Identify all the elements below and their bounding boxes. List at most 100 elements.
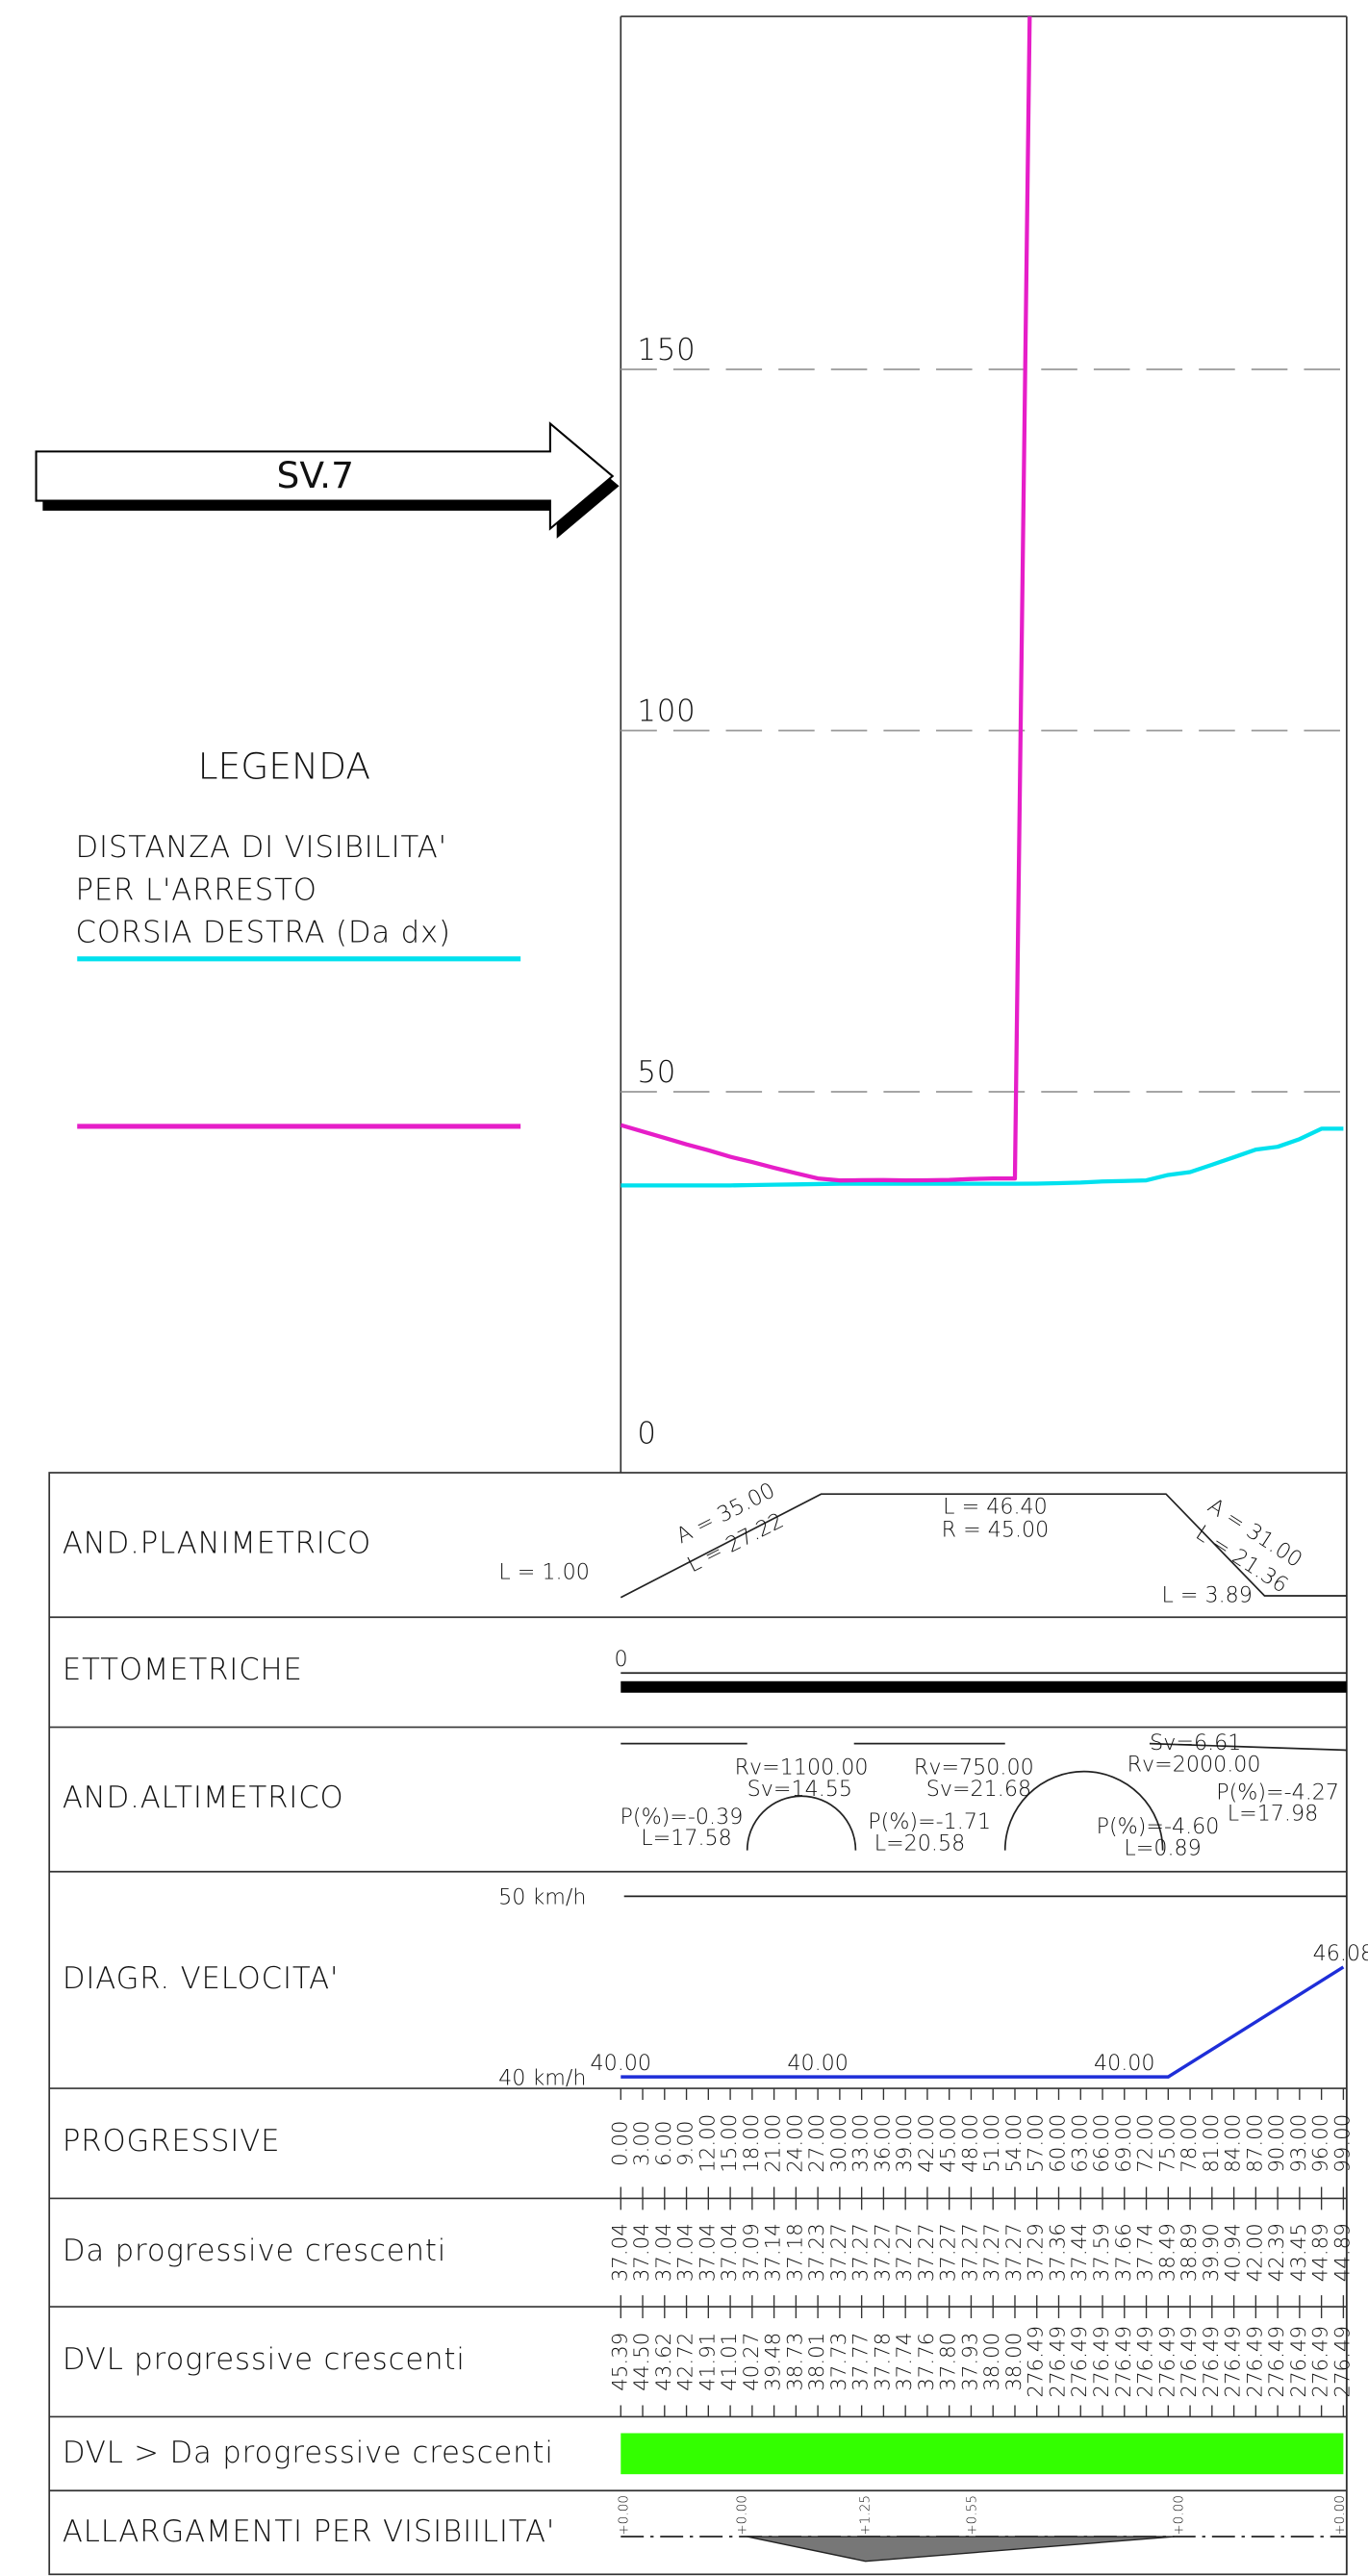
altimetric-text: P(%)=-4.60 bbox=[1097, 1814, 1220, 1839]
altimetric-text: Sv=21.68 bbox=[926, 1777, 1031, 1802]
column-value: 276.49 bbox=[1090, 2326, 1114, 2398]
column-value: 37.76 bbox=[915, 2333, 939, 2391]
column-value: 45.00 bbox=[937, 2114, 961, 2173]
y-tick-label: 50 km/h bbox=[498, 1885, 586, 1910]
column-value: 38.89 bbox=[1178, 2223, 1202, 2282]
column-value: 60.00 bbox=[1046, 2114, 1070, 2173]
column-value: 37.04 bbox=[608, 2223, 632, 2282]
column-value: 75.00 bbox=[1155, 2114, 1179, 2173]
column-value: 24.00 bbox=[783, 2114, 807, 2173]
row-label: DVL progressive crescenti bbox=[63, 2342, 466, 2377]
grade-line bbox=[1149, 1742, 1347, 1752]
column-value: 66.00 bbox=[1090, 2114, 1114, 2173]
column-value: 33.00 bbox=[849, 2114, 874, 2173]
column-value: 41.91 bbox=[696, 2333, 720, 2391]
column-value: 42.00 bbox=[1243, 2223, 1267, 2282]
column-value: 44.89 bbox=[1330, 2223, 1355, 2282]
column-value: 276.49 bbox=[1309, 2326, 1333, 2398]
column-value: 37.27 bbox=[893, 2223, 917, 2282]
column-value: 37.93 bbox=[958, 2333, 982, 2391]
column-value: 276.49 bbox=[1178, 2326, 1202, 2398]
column-value: 90.00 bbox=[1265, 2114, 1289, 2173]
value-label: 46.08 bbox=[1313, 1941, 1368, 1966]
row-label: PROGRESSIVE bbox=[63, 2124, 281, 2159]
widening-text: +0.00 bbox=[1172, 2495, 1187, 2536]
column-value: 38.73 bbox=[783, 2333, 807, 2391]
column-value: 54.00 bbox=[1002, 2114, 1026, 2173]
column-value: 39.90 bbox=[1200, 2223, 1224, 2282]
vertical-curve bbox=[746, 1795, 857, 1851]
column-value: 37.74 bbox=[893, 2333, 917, 2391]
column-value: 276.49 bbox=[1287, 2326, 1311, 2398]
column-value: 37.04 bbox=[696, 2223, 720, 2282]
series-line bbox=[621, 1965, 1345, 2079]
column-value: 84.00 bbox=[1222, 2114, 1246, 2173]
column-value: 37.04 bbox=[674, 2223, 698, 2282]
legend-line: CORSIA DESTRA (Da dx) bbox=[76, 916, 451, 950]
column-value: 57.00 bbox=[1025, 2114, 1049, 2173]
column-value: 99.00 bbox=[1330, 2114, 1355, 2173]
plan-alignment bbox=[620, 1493, 1347, 1599]
row-label: ETTOMETRICHE bbox=[63, 1653, 303, 1687]
column-value: 87.00 bbox=[1243, 2114, 1267, 2173]
widening-text: +0.00 bbox=[735, 2495, 750, 2536]
column-value: 276.49 bbox=[1046, 2326, 1070, 2398]
column-value: 37.80 bbox=[937, 2333, 961, 2391]
altimetric-text: L=20.58 bbox=[874, 1831, 965, 1856]
altimetric-text: Rv=2000.00 bbox=[1127, 1752, 1261, 1777]
y-tick-label: 40 km/h bbox=[498, 2065, 586, 2090]
column-value: 37.23 bbox=[805, 2223, 829, 2282]
column-value: 37.27 bbox=[849, 2223, 874, 2282]
column-value: 44.89 bbox=[1309, 2223, 1333, 2282]
column-value: 37.27 bbox=[871, 2223, 895, 2282]
row-label: AND.ALTIMETRICO bbox=[63, 1780, 344, 1815]
y-tick-label: 100 bbox=[637, 694, 696, 728]
column-value: 43.62 bbox=[652, 2333, 676, 2391]
column-value: 38.01 bbox=[805, 2333, 829, 2391]
column-value: 30.00 bbox=[827, 2114, 851, 2173]
altimetric-text: P(%)=-1.71 bbox=[868, 1809, 991, 1834]
plan-text: L = 46.40 bbox=[943, 1494, 1048, 1519]
column-value: 3.00 bbox=[630, 2121, 654, 2166]
column-value: 40.27 bbox=[740, 2333, 764, 2391]
column-value: 15.00 bbox=[718, 2114, 742, 2173]
column-value: 0.00 bbox=[608, 2121, 632, 2166]
widening-text: +0.55 bbox=[965, 2495, 980, 2536]
column-value: 96.00 bbox=[1309, 2114, 1333, 2173]
column-value: 37.14 bbox=[762, 2223, 786, 2282]
column-value: 78.00 bbox=[1178, 2114, 1202, 2173]
column-value: 276.49 bbox=[1330, 2326, 1355, 2398]
column-value: 39.48 bbox=[762, 2333, 786, 2391]
y-tick-label: 50 bbox=[637, 1055, 676, 1090]
column-value: 27.00 bbox=[805, 2114, 829, 2173]
column-value: 43.45 bbox=[1287, 2223, 1311, 2282]
column-value: 37.74 bbox=[1134, 2223, 1158, 2282]
column-value: 37.04 bbox=[718, 2223, 742, 2282]
column-value: 37.78 bbox=[871, 2333, 895, 2391]
table-frame bbox=[48, 1472, 1348, 2576]
legend-title: LEGENDA bbox=[198, 745, 370, 787]
column-value: 276.49 bbox=[1068, 2326, 1092, 2398]
column-value: 276.49 bbox=[1112, 2326, 1136, 2398]
column-value: 6.00 bbox=[652, 2121, 676, 2166]
column-value: 45.39 bbox=[608, 2333, 632, 2391]
widening-text: +0.00 bbox=[1332, 2495, 1348, 2536]
column-value: 48.00 bbox=[958, 2114, 982, 2173]
column-value: 40.94 bbox=[1222, 2223, 1246, 2282]
column-value: 37.18 bbox=[783, 2223, 807, 2282]
plan-text: L = 1.00 bbox=[498, 1560, 589, 1585]
column-value: 42.00 bbox=[915, 2114, 939, 2173]
plan-text: L = 3.89 bbox=[1161, 1583, 1252, 1608]
column-value: 37.44 bbox=[1068, 2223, 1092, 2282]
column-value: 38.00 bbox=[1002, 2333, 1026, 2391]
altimetric-text: Sv=14.55 bbox=[747, 1777, 852, 1802]
widening-text: +0.00 bbox=[617, 2495, 632, 2536]
column-value: 38.49 bbox=[1155, 2223, 1179, 2282]
y-tick-label: 150 bbox=[637, 333, 696, 367]
column-value: 37.36 bbox=[1046, 2223, 1070, 2282]
widening-shape bbox=[747, 2536, 1175, 2563]
hectometric-bar bbox=[621, 1680, 1347, 1693]
column-value: 63.00 bbox=[1068, 2114, 1092, 2173]
legend-line: DISTANZA DI VISIBILITA' bbox=[76, 830, 447, 865]
column-value: 12.00 bbox=[696, 2114, 720, 2173]
